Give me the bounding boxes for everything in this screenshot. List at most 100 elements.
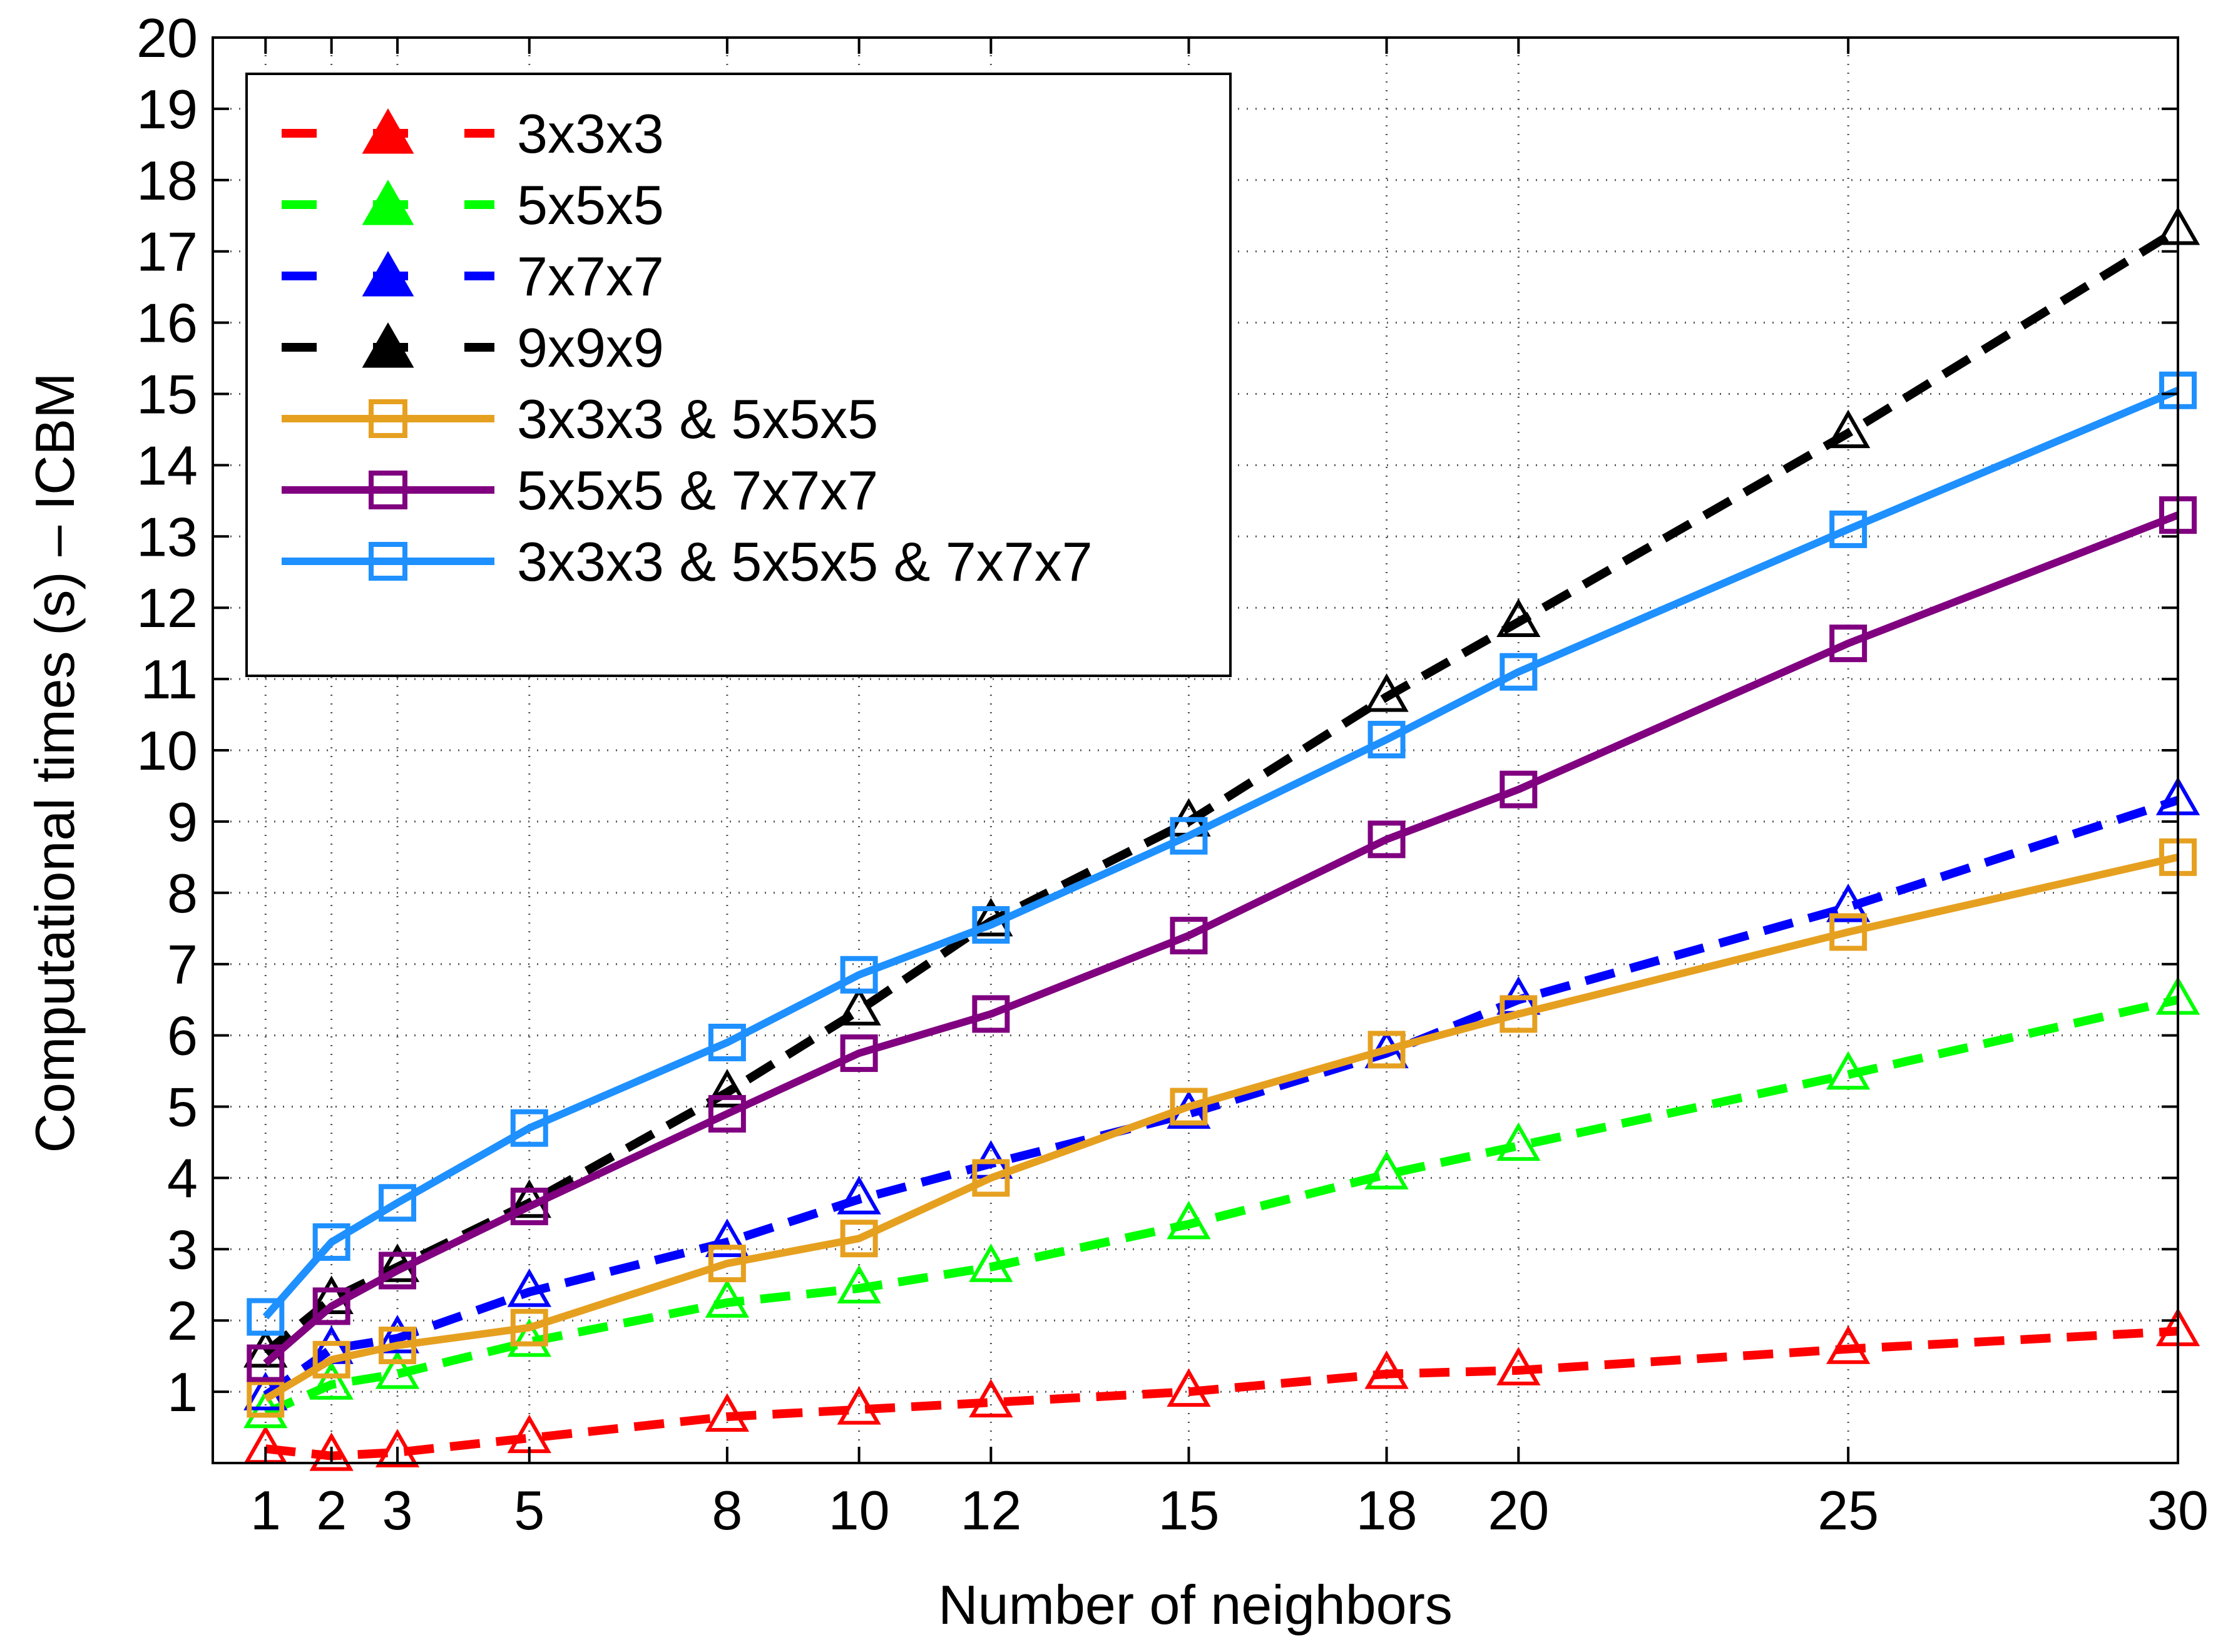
data-point	[1496, 598, 1541, 637]
data-point	[379, 1327, 417, 1365]
data-point	[1167, 1368, 1211, 1407]
data-point	[705, 1218, 750, 1257]
x-tick-label: 3	[382, 1479, 413, 1541]
data-point	[247, 1344, 285, 1382]
data-point	[708, 1023, 746, 1061]
data-point	[1826, 409, 1871, 449]
series-line	[263, 796, 2180, 1399]
data-point	[312, 1340, 350, 1379]
legend-label: 3x3x3 & 5x5x5	[517, 388, 878, 450]
data-point	[379, 1184, 417, 1222]
data-point	[708, 1094, 746, 1133]
data-point	[1367, 720, 1406, 758]
y-tick-label: 8	[167, 862, 198, 924]
data-point	[510, 1308, 548, 1347]
y-tick-label: 1	[167, 1361, 198, 1423]
x-axis-label: Number of neighbors	[938, 1574, 1453, 1636]
legend-marker	[362, 322, 414, 368]
y-tick-label: 19	[136, 78, 198, 140]
y-tick-label: 13	[136, 506, 198, 568]
data-point	[1829, 913, 1868, 951]
y-tick-label: 9	[167, 791, 198, 853]
data-point	[837, 1265, 881, 1303]
data-point	[969, 1243, 1013, 1282]
y-tick-label: 14	[136, 434, 198, 496]
data-point	[705, 1279, 750, 1318]
legend-label: 5x5x5 & 7x7x7	[517, 459, 878, 521]
data-point	[1500, 653, 1538, 691]
data-point	[1170, 1088, 1208, 1126]
y-tick-label: 7	[167, 934, 198, 996]
x-tick-label: 25	[1817, 1479, 1879, 1541]
data-point	[837, 987, 881, 1026]
x-tick-label: 15	[1158, 1479, 1220, 1541]
series-5	[247, 496, 2197, 1382]
data-point	[510, 1187, 548, 1225]
y-tick-label: 3	[167, 1218, 198, 1280]
legend-item: 5x5x5 & 7x7x7	[282, 459, 878, 521]
data-point	[1500, 770, 1538, 808]
legend-marker	[369, 399, 407, 438]
data-point	[1826, 884, 1871, 922]
data-point	[375, 1350, 420, 1389]
legend-marker	[369, 471, 407, 509]
data-point	[969, 1379, 1013, 1418]
legend-label: 9x9x9	[517, 317, 664, 379]
legend-marker	[362, 180, 414, 225]
data-point	[972, 906, 1010, 944]
series-line	[263, 511, 2180, 1367]
x-tick-label: 10	[829, 1479, 890, 1541]
x-tick-label: 8	[712, 1479, 742, 1541]
data-point	[1364, 1350, 1409, 1389]
data-point	[705, 1069, 750, 1108]
data-point	[1170, 817, 1208, 855]
y-axis-label: Computational times (s) – ICBM	[24, 372, 86, 1153]
legend-marker	[369, 542, 407, 581]
legend-item: 3x3x3 & 5x5x5	[282, 388, 878, 450]
data-point	[1367, 1031, 1406, 1069]
y-tick-label: 12	[136, 577, 198, 639]
series-line	[262, 387, 2180, 1320]
y-tick-label: 17	[136, 221, 198, 283]
data-point	[1364, 1151, 1409, 1190]
y-tick-label: 2	[167, 1290, 198, 1352]
data-point	[312, 1223, 350, 1261]
legend-item: 9x9x9	[282, 317, 664, 379]
legend-marker	[362, 108, 414, 154]
series-1	[243, 976, 2200, 1429]
series-line	[263, 853, 2179, 1402]
data-point	[507, 1268, 551, 1307]
data-point	[247, 1298, 285, 1336]
data-point	[840, 1034, 878, 1073]
legend-label: 3x3x3 & 5x5x5 & 7x7x7	[517, 531, 1093, 593]
data-point	[247, 1380, 285, 1418]
y-tick-label: 18	[136, 150, 198, 212]
data-point	[1367, 820, 1406, 859]
data-point	[1167, 1200, 1211, 1240]
y-tick-label: 4	[167, 1147, 198, 1209]
legend-items: 3x3x3 5x5x5 7x7x7 9x9x9 3x3x3 & 5x5x5 5x5x5 &…	[282, 103, 1093, 593]
y-tick-label: 16	[136, 292, 198, 354]
data-point	[1829, 510, 1868, 548]
x-tick-label: 2	[316, 1479, 347, 1541]
legend-item: 3x3x3	[282, 103, 664, 165]
legend-item: 3x3x3 & 5x5x5 & 7x7x7	[282, 531, 1093, 593]
legend-marker	[362, 251, 414, 297]
y-tick-label: 20	[136, 7, 198, 69]
data-point	[708, 1245, 746, 1283]
y-tick-label: 11	[141, 648, 198, 710]
data-point	[1826, 1325, 1871, 1364]
x-tick-label: 20	[1488, 1479, 1549, 1541]
series-4	[247, 838, 2197, 1418]
data-point	[1496, 1347, 1541, 1385]
x-tick-label: 1	[250, 1479, 281, 1541]
data-point	[375, 1315, 420, 1354]
data-point	[1170, 917, 1208, 955]
legend-item: 5x5x5	[282, 174, 664, 236]
legend-label: 3x3x3	[517, 103, 664, 165]
data-point	[507, 1318, 551, 1357]
legend-label: 5x5x5	[517, 174, 664, 236]
data-point	[837, 1386, 881, 1425]
